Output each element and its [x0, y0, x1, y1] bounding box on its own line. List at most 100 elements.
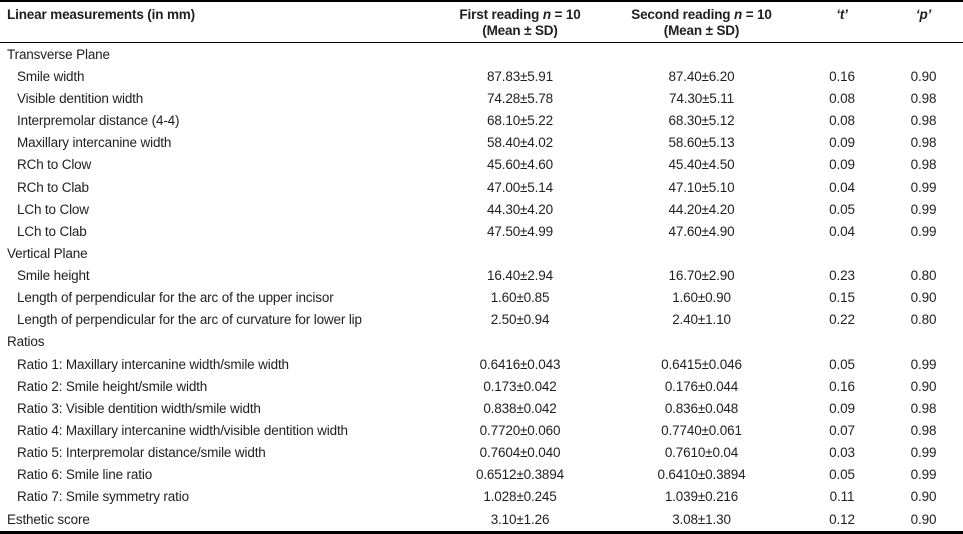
header-first-reading-text: First reading	[459, 7, 543, 22]
header-t-statistic: ‘t’	[800, 1, 884, 43]
cell-first-reading: 0.7720±0.060	[479, 422, 561, 438]
cell-second-reading: 1.60±0.90	[672, 290, 731, 306]
table-row: RCh to Clab 47.00±5.14 47.10±5.10 0.04 0.99	[0, 176, 963, 198]
cell-p-value	[884, 331, 963, 353]
cell-measurement-label: Ratio 3: Visible dentition width/smile w…	[17, 400, 261, 416]
cell-t-value: 0.08	[829, 113, 855, 129]
table-row: Ratio 1: Maxillary intercanine width/smi…	[0, 353, 963, 375]
cell-second-reading: 3.08±1.30	[672, 511, 731, 527]
cell-t-value: 0.05	[829, 467, 855, 483]
cell-second-reading: 47.60±4.90	[668, 223, 735, 239]
cell-second-reading: 0.836±0.048	[664, 400, 739, 416]
cell-first-reading: 0.838±0.042	[483, 400, 557, 416]
cell-p-value	[884, 242, 963, 264]
table-row: Ratio 3: Visible dentition width/smile w…	[0, 397, 963, 419]
cell-t-value: 0.04	[829, 223, 855, 239]
cell-measurement-label: Interpremolar distance (4-4)	[17, 113, 180, 129]
cell-second-reading: 0.7740±0.061	[661, 422, 742, 438]
cell-first-reading: 47.50±4.99	[487, 223, 553, 239]
table-row: Ratio 6: Smile line ratio 0.6512±0.3894 0.…	[0, 464, 963, 486]
cell-t-value: 0.05	[829, 201, 855, 217]
cell-first-reading: 1.028±0.245	[483, 489, 557, 505]
cell-second-reading: 45.40±4.50	[668, 157, 735, 173]
cell-first-reading: 2.50±0.94	[490, 312, 550, 328]
cell-first-reading	[437, 43, 603, 66]
cell-p-value: 0.98	[910, 113, 937, 129]
cell-p-value: 0.80	[910, 268, 937, 284]
cell-t-value: 0.09	[829, 400, 855, 416]
cell-measurement-label: Esthetic score	[7, 511, 90, 527]
cell-second-reading: 47.10±5.10	[668, 179, 735, 195]
cell-second-reading: 44.20±4.20	[668, 201, 735, 217]
cell-p-value: 0.80	[910, 312, 937, 328]
header-p-value: ‘p’	[884, 1, 963, 43]
cell-p-value: 0.98	[910, 400, 937, 416]
cell-t-value: 0.09	[829, 135, 855, 151]
cell-t-value: 0.22	[829, 312, 855, 328]
table-row: Length of perpendicular for the arc of c…	[0, 309, 963, 331]
cell-second-reading: 0.176±0.044	[664, 378, 739, 394]
cell-p-value: 0.99	[910, 223, 937, 239]
cell-p-value: 0.90	[910, 511, 937, 527]
cell-second-reading	[603, 331, 800, 353]
cell-first-reading: 0.7604±0.040	[479, 445, 561, 461]
cell-second-reading: 87.40±6.20	[668, 68, 735, 84]
header-second-reading-meansd: (Mean ± SD)	[663, 23, 740, 38]
cell-t-value: 0.16	[829, 68, 855, 84]
cell-t-value: 0.09	[829, 157, 855, 173]
cell-p-value: 0.99	[910, 201, 937, 217]
header-first-reading-meansd: (Mean ± SD)	[482, 23, 558, 38]
cell-t-value: 0.04	[829, 179, 855, 195]
table-row: Ratio 2: Smile height/smile width 0.173±0…	[0, 375, 963, 397]
cell-t-value	[800, 331, 884, 353]
table-row: Smile height 16.40±2.94 16.70±2.90 0.23 0.80	[0, 265, 963, 287]
cell-first-reading: 68.10±5.22	[487, 113, 553, 129]
cell-measurement-label: Smile height	[17, 268, 90, 284]
cell-p-value: 0.90	[910, 68, 937, 84]
cell-p-value: 0.99	[910, 356, 937, 372]
header-first-reading-count: = 10	[550, 7, 581, 22]
cell-t-value	[800, 242, 884, 264]
cell-second-reading: 1.039±0.216	[664, 489, 739, 505]
cell-p-value: 0.99	[910, 445, 937, 461]
cell-measurement-label: Ratio 7: Smile symmetry ratio	[17, 489, 189, 505]
table-row: Maxillary intercanine width 58.40±4.02 58.…	[0, 132, 963, 154]
cell-second-reading	[603, 242, 800, 264]
header-first-reading: First reading n = 10 (Mean ± SD)	[437, 1, 603, 43]
table-row: Ratios	[0, 331, 963, 353]
cell-measurement-label: RCh to Clow	[17, 157, 92, 173]
cell-first-reading: 74.28±5.78	[487, 91, 553, 107]
table-header: Linear measurements (in mm) First readin…	[0, 1, 963, 43]
cell-t-value: 0.03	[829, 445, 855, 461]
cell-t-value: 0.07	[829, 422, 855, 438]
cell-first-reading	[437, 242, 603, 264]
table-row: Visible dentition width 74.28±5.78 74.30±5…	[0, 88, 963, 110]
cell-measurement-label: Visible dentition width	[17, 91, 144, 107]
cell-t-value: 0.12	[829, 511, 855, 527]
cell-t-value: 0.16	[829, 378, 855, 394]
header-p-label: ‘p’	[915, 7, 932, 22]
table-row: Ratio 7: Smile symmetry ratio 1.028±0.245…	[0, 486, 963, 508]
cell-first-reading: 16.40±2.94	[487, 268, 553, 284]
cell-measurement-label: Ratio 5: Interpremolar distance/smile wi…	[17, 445, 266, 461]
cell-first-reading: 3.10±1.26	[490, 511, 550, 527]
cell-p-value	[884, 43, 963, 66]
cell-p-value: 0.98	[910, 135, 937, 151]
cell-second-reading	[603, 43, 800, 66]
header-row: Linear measurements (in mm) First readin…	[0, 1, 963, 43]
cell-measurement-label: LCh to Clow	[17, 201, 89, 217]
header-second-reading-n: n	[734, 7, 743, 22]
table-row: RCh to Clow 45.60±4.60 45.40±4.50 0.09 0.98	[0, 154, 963, 176]
cell-measurement-label: Ratio 6: Smile line ratio	[17, 467, 153, 483]
cell-first-reading: 58.40±4.02	[487, 135, 553, 151]
cell-p-value: 0.99	[910, 179, 937, 195]
cell-measurement-label: Length of perpendicular for the arc of c…	[17, 312, 362, 328]
table-row: Ratio 5: Interpremolar distance/smile wi…	[0, 442, 963, 464]
table-row: LCh to Clow 44.30±4.20 44.20±4.20 0.05 0.99	[0, 198, 963, 220]
cell-measurement-label: Length of perpendicular for the arc of t…	[17, 290, 334, 306]
cell-second-reading: 0.6415±0.046	[661, 356, 742, 372]
header-linear-measurements: Linear measurements (in mm)	[0, 1, 437, 43]
cell-measurement-label: Maxillary intercanine width	[17, 135, 172, 151]
cell-measurement-label: Smile width	[17, 68, 85, 84]
table-row: Esthetic score 3.10±1.26 3.08±1.30 0.12 0.90	[0, 508, 963, 533]
